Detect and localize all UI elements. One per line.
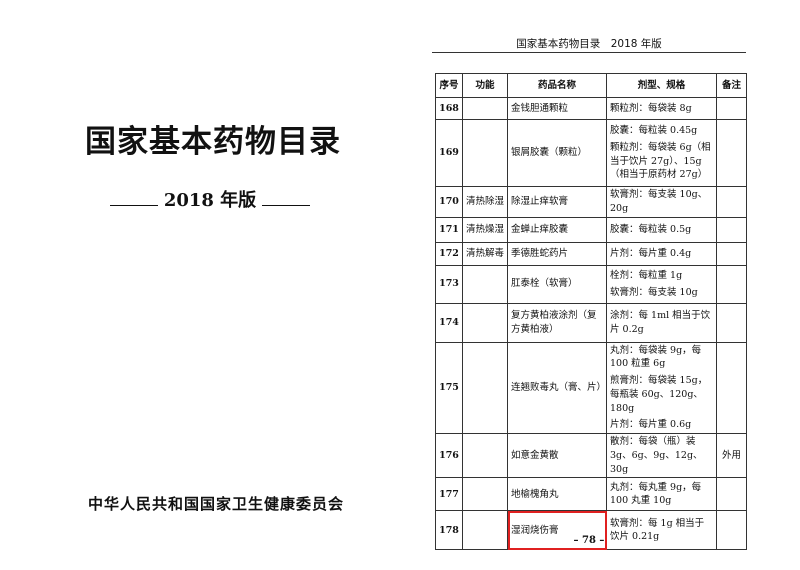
table-row: 170 清热除湿 除湿止痒软膏 软膏剂：每支装 10g、20g <box>435 186 747 218</box>
cell-note <box>716 264 747 304</box>
cell-spec: 涂剂：每 1ml 相当于饮片 0.2g <box>606 302 717 343</box>
table-row: 171 清热燥湿 金蝉止痒胶囊 胶囊：每粒装 0.5g <box>435 216 747 243</box>
cell-name: 地榆槐角丸 <box>507 477 607 512</box>
cell-name: 银屑胶囊（颗粒） <box>507 119 607 187</box>
header-spec: 剂型、规格 <box>606 73 717 98</box>
cover-edition: 2018 年版 <box>110 186 310 212</box>
spec-line: 颗粒剂：每袋装 8g <box>610 102 692 114</box>
table-row: 175 连翘败毒丸（膏、片） 丸剂：每袋装 9g，每 100 粒重 6g 煎膏剂：每袋… <box>435 341 747 435</box>
header-no: 序号 <box>435 73 463 98</box>
divider <box>110 204 158 206</box>
cell-no: 172 <box>435 241 463 266</box>
cell-name: 金钱胆通颗粒 <box>507 97 607 120</box>
cell-note <box>716 302 747 343</box>
cell-note <box>716 119 747 187</box>
cell-no: 174 <box>435 302 463 343</box>
table-header-row: 序号 功能 药品名称 剂型、规格 备注 <box>435 73 747 98</box>
table-row: 174 复方黄柏液涂剂（复方黄柏液） 涂剂：每 1ml 相当于饮片 0.2g <box>435 302 747 343</box>
cell-name: 季德胜蛇药片 <box>507 241 607 266</box>
cell-no: 175 <box>435 341 463 435</box>
cell-name: 如意金黄散 <box>507 433 607 479</box>
header-name: 药品名称 <box>507 73 607 98</box>
spec-line: 片剂：每片重 0.6g <box>610 419 692 431</box>
cell-spec: 软膏剂：每支装 10g、20g <box>606 186 717 218</box>
cell-no: 171 <box>435 216 463 243</box>
cell-function: 清热燥湿 <box>462 216 508 243</box>
drug-table: 序号 功能 药品名称 剂型、规格 备注 168 金钱胆通颗粒 颗粒剂：每袋装 8g 1… <box>435 73 747 551</box>
cell-note <box>716 241 747 266</box>
spec-line: 软膏剂：每 1g 相当于饮片 0.21g <box>610 517 705 543</box>
cell-spec: 软膏剂：每 1g 相当于饮片 0.21g <box>606 510 717 551</box>
cell-note <box>716 510 747 551</box>
cell-function <box>462 341 508 435</box>
table-row: 172 清热解毒 季德胜蛇药片 片剂：每片重 0.4g <box>435 241 747 266</box>
divider <box>262 204 310 206</box>
table-row: 173 肛泰栓（软膏） 栓剂：每粒重 1g 软膏剂：每支装 10g <box>435 264 747 304</box>
cell-note <box>716 341 747 435</box>
cell-function <box>462 477 508 512</box>
spec-line: 丸剂：每丸重 9g，每 100 丸重 10g <box>610 481 702 507</box>
cover-title: 国家基本药物目录 <box>85 124 341 160</box>
cell-function <box>462 302 508 343</box>
page-number: – 78 – <box>573 535 605 546</box>
spec-line: 软膏剂：每支装 10g、20g <box>610 189 708 214</box>
cell-name: 连翘败毒丸（膏、片） <box>507 341 607 435</box>
cell-spec: 颗粒剂：每袋装 8g <box>606 97 717 120</box>
spec-line: 胶囊：每粒装 0.5g <box>610 223 692 235</box>
table-row: 169 银屑胶囊（颗粒） 胶囊：每粒装 0.45g 颗粒剂：每袋装 6g（相当于饮片 … <box>435 119 747 187</box>
cell-no: 170 <box>435 186 463 218</box>
cell-spec: 栓剂：每粒重 1g 软膏剂：每支装 10g <box>606 264 717 304</box>
cell-spec: 丸剂：每丸重 9g，每 100 丸重 10g <box>606 477 717 512</box>
cell-no: 173 <box>435 264 463 304</box>
cell-function <box>462 119 508 187</box>
spec-line: 栓剂：每粒重 1g <box>610 269 683 281</box>
cover-publisher: 中华人民共和国国家卫生健康委员会 <box>88 495 345 513</box>
running-header: 国家基本药物目录 2018 年版 <box>516 38 662 50</box>
cell-name: 复方黄柏液涂剂（复方黄柏液） <box>507 302 607 343</box>
header-function: 功能 <box>462 73 508 98</box>
spec-line: 煎膏剂：每袋装 15g，每瓶装 60g、120g、180g <box>610 375 708 414</box>
cell-no: 176 <box>435 433 463 479</box>
cell-spec: 胶囊：每粒装 0.5g <box>606 216 717 243</box>
cell-no: 177 <box>435 477 463 512</box>
cell-function: 清热解毒 <box>462 241 508 266</box>
spec-line: 散剂：每袋（瓶）装 3g、6g、9g、12g、30g <box>610 436 703 475</box>
cell-function <box>462 264 508 304</box>
cell-no: 168 <box>435 97 463 120</box>
spec-line: 软膏剂：每支装 10g <box>610 286 698 298</box>
cell-note <box>716 216 747 243</box>
cell-spec: 丸剂：每袋装 9g，每 100 粒重 6g 煎膏剂：每袋装 15g，每瓶装 60g… <box>606 341 717 435</box>
cell-function <box>462 433 508 479</box>
cell-spec: 胶囊：每粒装 0.45g 颗粒剂：每袋装 6g（相当于饮片 27g）、15g（相当… <box>606 119 717 187</box>
spec-line: 片剂：每片重 0.4g <box>610 247 692 259</box>
table-row: 176 如意金黄散 散剂：每袋（瓶）装 3g、6g、9g、12g、30g 外用 <box>435 433 747 479</box>
cell-note <box>716 477 747 512</box>
cell-spec: 片剂：每片重 0.4g <box>606 241 717 266</box>
spec-line: 涂剂：每 1ml 相当于饮片 0.2g <box>610 309 711 335</box>
cell-note <box>716 97 747 120</box>
edition-label: 2018 年版 <box>163 190 257 211</box>
table-row: 168 金钱胆通颗粒 颗粒剂：每袋装 8g <box>435 97 747 120</box>
cell-name: 除湿止痒软膏 <box>507 186 607 218</box>
table-row: 177 地榆槐角丸 丸剂：每丸重 9g，每 100 丸重 10g <box>435 477 747 512</box>
cell-name: 湿润烧伤膏 <box>507 510 607 551</box>
cell-spec: 散剂：每袋（瓶）装 3g、6g、9g、12g、30g <box>606 433 717 479</box>
cell-note <box>716 186 747 218</box>
table-row: 178 湿润烧伤膏 软膏剂：每 1g 相当于饮片 0.21g <box>435 510 747 551</box>
cell-no: 169 <box>435 119 463 187</box>
spec-line: 丸剂：每袋装 9g，每 100 粒重 6g <box>610 344 702 370</box>
cell-name: 肛泰栓（软膏） <box>507 264 607 304</box>
spec-line: 胶囊：每粒装 0.45g <box>610 124 698 136</box>
cell-name: 金蝉止痒胶囊 <box>507 216 607 243</box>
cell-no: 178 <box>435 510 463 551</box>
header-note: 备注 <box>716 73 747 98</box>
cell-note: 外用 <box>716 433 747 479</box>
header-rule <box>432 52 746 53</box>
cell-function <box>462 97 508 120</box>
cell-function: 清热除湿 <box>462 186 508 218</box>
spec-line: 颗粒剂：每袋装 6g（相当于饮片 27g）、15g（相当于原药材 27g） <box>610 141 711 181</box>
